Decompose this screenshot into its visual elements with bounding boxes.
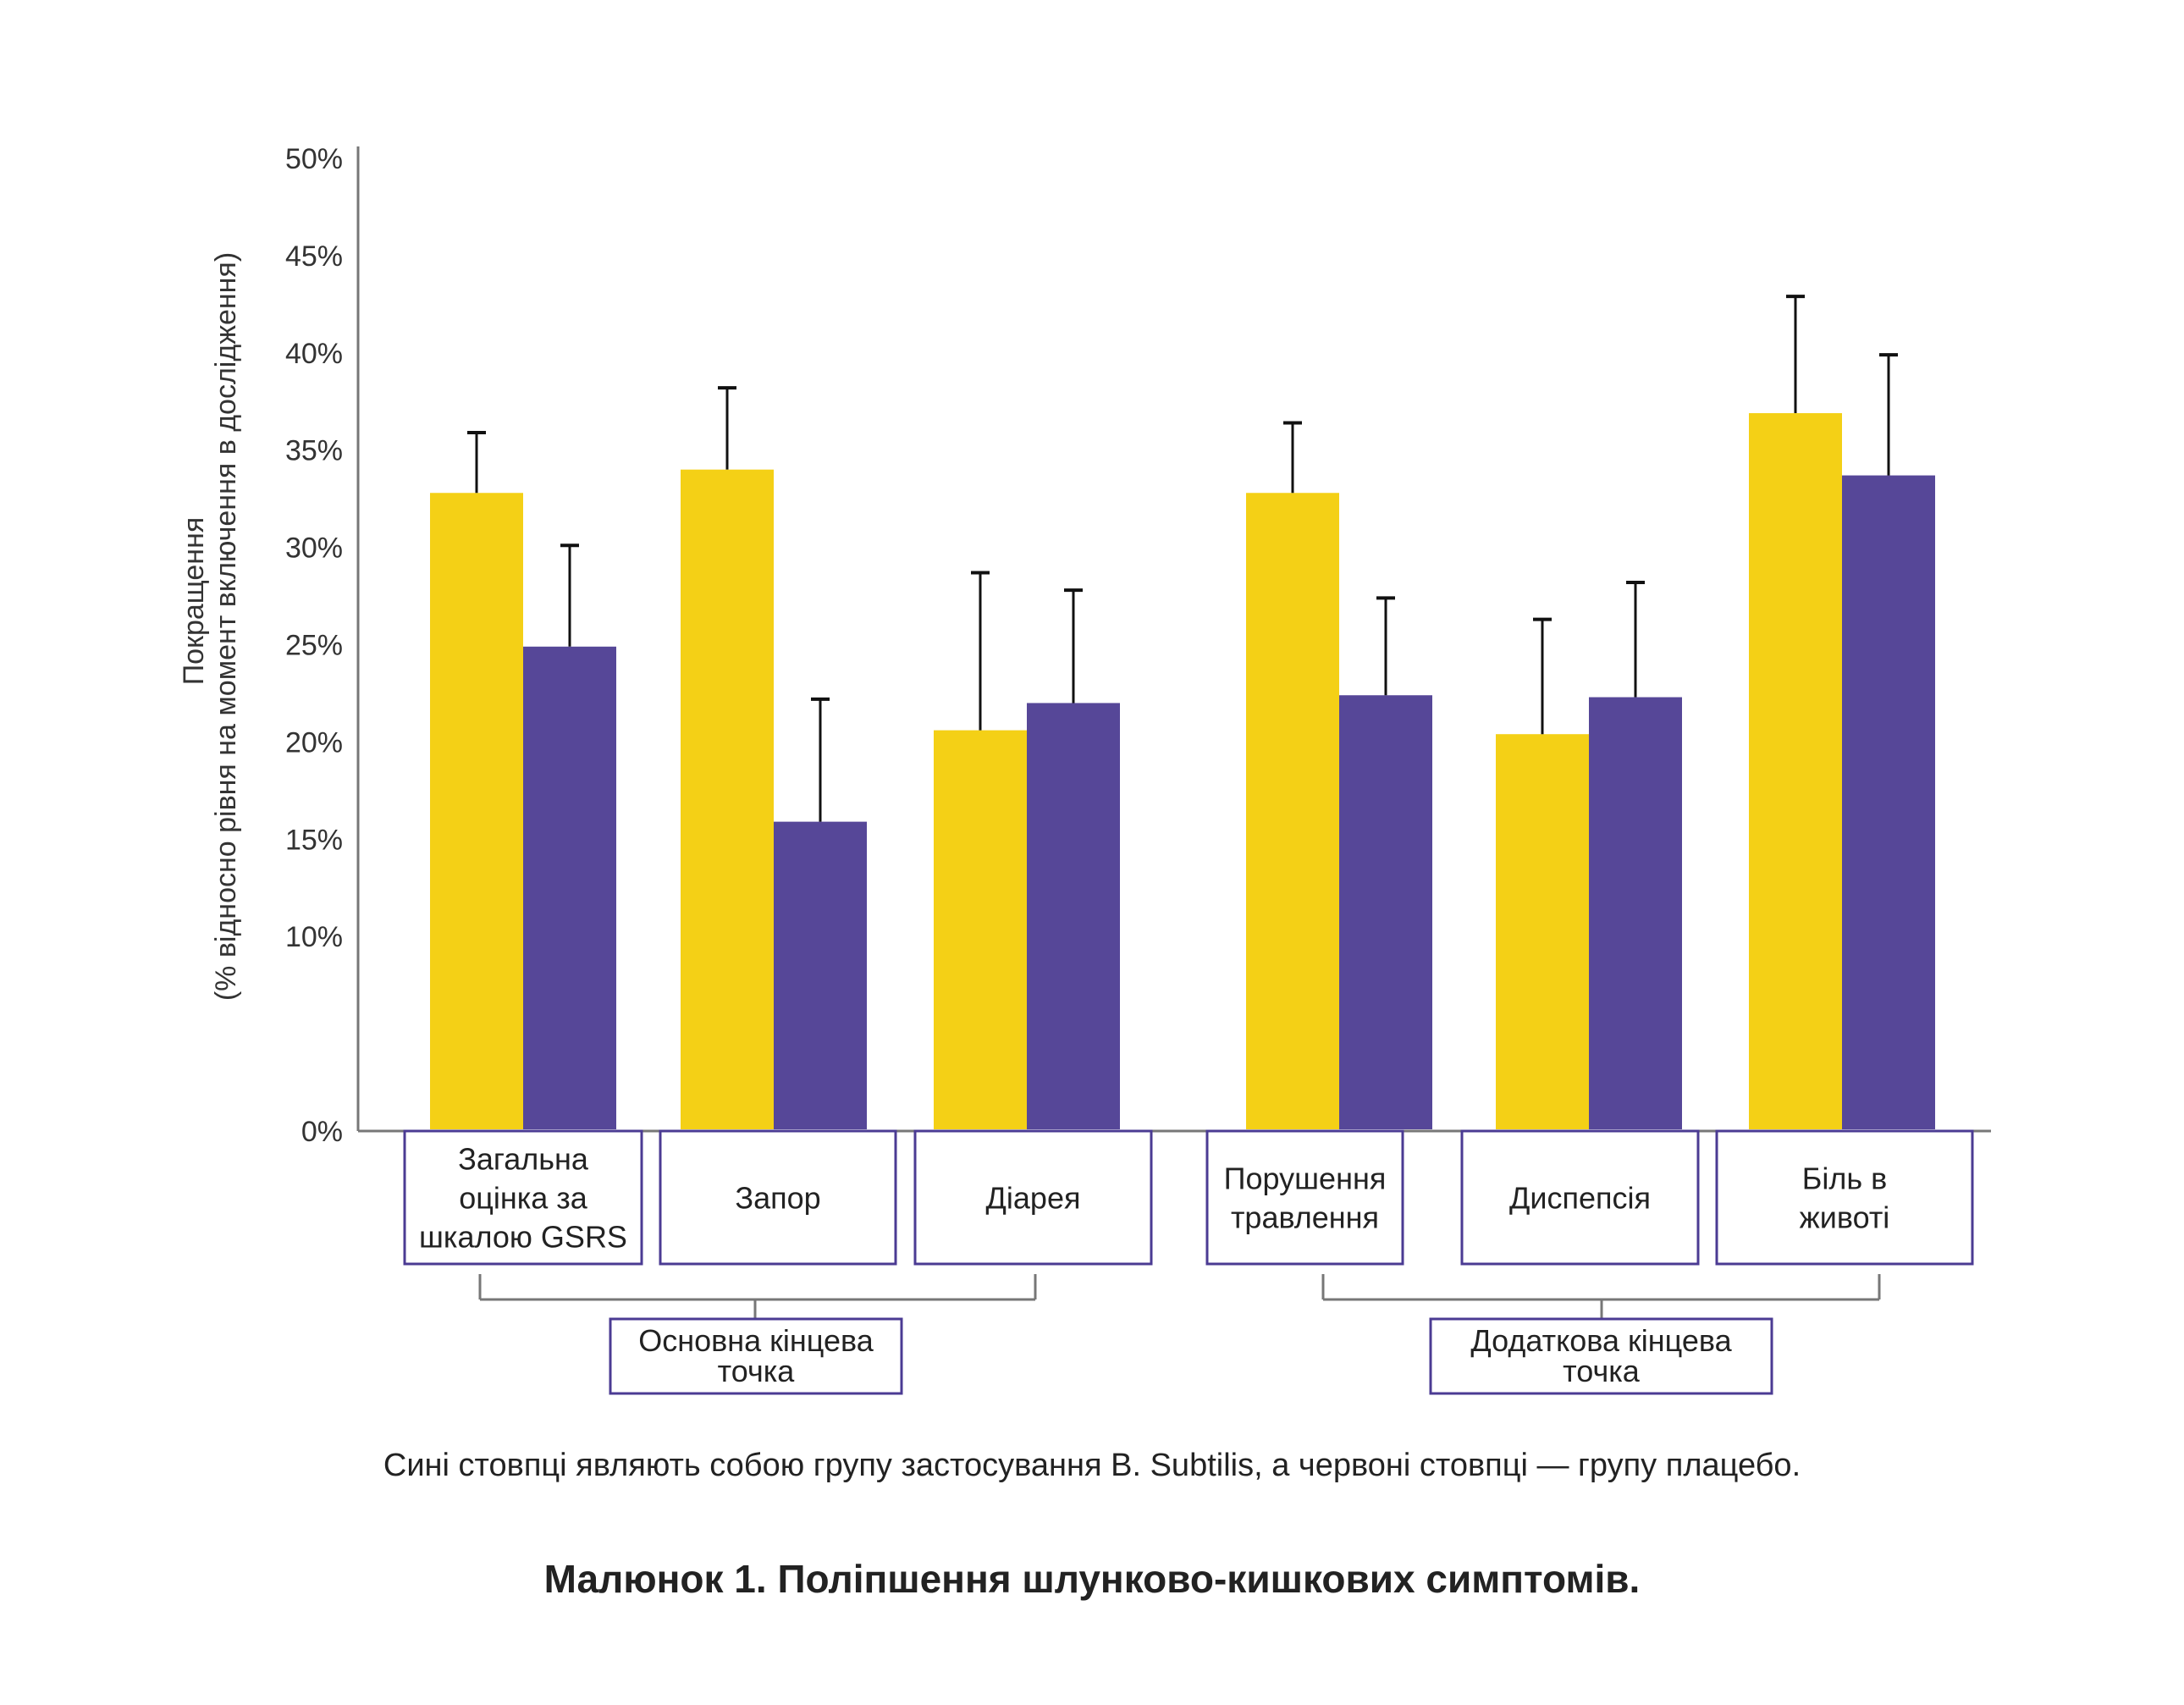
figure-title: Малюнок 1. Поліпшення шлунково-кишкових … (543, 1557, 1641, 1601)
bar-subtilis (774, 821, 867, 1129)
group-box (609, 1317, 903, 1395)
category-label: животі (1800, 1200, 1890, 1235)
group-label: Додаткова кінцева (1470, 1323, 1732, 1358)
y-tick-label: 45% (285, 240, 343, 273)
y-tick-label: 30% (285, 532, 343, 565)
bar-subtilis (1842, 475, 1935, 1129)
y-tick-label: 20% (285, 726, 343, 759)
category-label: травлення (1231, 1200, 1379, 1235)
y-tick-label: 35% (285, 435, 343, 467)
category-box (1715, 1129, 1974, 1266)
bar-subtilis (523, 646, 616, 1129)
group-label: Основна кінцева (638, 1323, 874, 1358)
category-label: Загальна (458, 1142, 589, 1177)
bar-subtilis (1027, 703, 1120, 1129)
category-label: оцінка за (459, 1181, 588, 1216)
y-tick-label: 50% (285, 143, 343, 175)
category-box (659, 1129, 897, 1266)
category-box (1460, 1129, 1700, 1266)
bar-placebo (681, 469, 774, 1129)
y-axis-label-subtitle: (% відносно рівня на момент включення в … (210, 252, 242, 1001)
group-box (1429, 1317, 1773, 1395)
bar-placebo (1749, 413, 1842, 1130)
bar-placebo (1246, 493, 1339, 1129)
category-label: Діарея (986, 1181, 1081, 1216)
y-tick-label: 0% (301, 1116, 343, 1148)
y-tick-label: 10% (285, 921, 343, 953)
bar-placebo (430, 493, 523, 1129)
category-box (1205, 1129, 1404, 1266)
category-label: Диспепсія (1509, 1181, 1651, 1216)
y-axis-label: Покращення (178, 517, 210, 686)
group-label: точка (718, 1354, 796, 1388)
bar-placebo (934, 730, 1027, 1129)
category-label: Запор (735, 1181, 820, 1216)
bar-placebo (1496, 734, 1589, 1129)
category-label: Біль в (1802, 1161, 1888, 1196)
group-label: точка (1563, 1354, 1641, 1388)
category-box (403, 1129, 643, 1266)
bar-subtilis (1589, 697, 1682, 1129)
chart-caption: Сині стовпці являють собою групу застосу… (383, 1448, 1801, 1483)
bar-subtilis (1339, 695, 1432, 1129)
category-box (913, 1129, 1153, 1266)
category-label: Порушення (1224, 1161, 1387, 1196)
y-tick-label: 25% (285, 630, 343, 662)
y-tick-label: 15% (285, 824, 343, 856)
y-tick-label: 40% (285, 338, 343, 370)
category-label: шкалою GSRS (419, 1220, 627, 1255)
